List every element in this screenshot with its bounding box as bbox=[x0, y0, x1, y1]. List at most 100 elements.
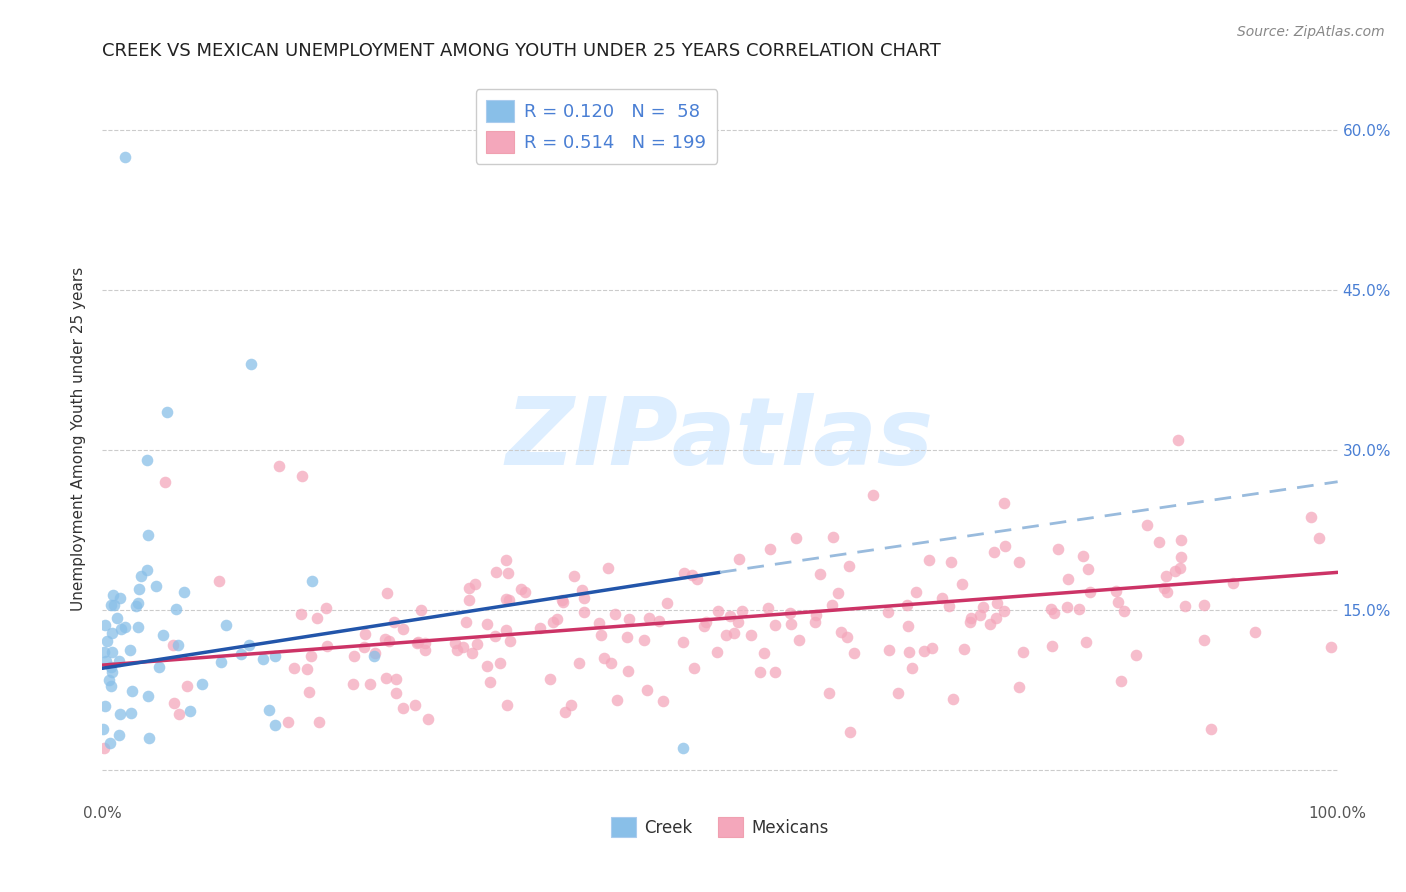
Point bbox=[1080, 584, 1102, 599]
Point bbox=[1149, 534, 1171, 549]
Point bbox=[451, 640, 474, 654]
Point bbox=[616, 630, 638, 644]
Point bbox=[305, 610, 328, 624]
Y-axis label: Unemployment Among Youth under 25 years: Unemployment Among Youth under 25 years bbox=[72, 267, 86, 611]
Point bbox=[479, 675, 502, 690]
Point bbox=[264, 718, 287, 732]
Point bbox=[983, 545, 1005, 559]
Point bbox=[617, 612, 640, 626]
Point bbox=[554, 705, 576, 719]
Point bbox=[804, 608, 827, 623]
Point bbox=[477, 658, 499, 673]
Point bbox=[103, 588, 125, 602]
Point bbox=[571, 582, 593, 597]
Point bbox=[839, 725, 862, 739]
Point bbox=[633, 633, 655, 648]
Point bbox=[165, 602, 187, 616]
Point bbox=[862, 488, 884, 502]
Point bbox=[167, 638, 190, 652]
Point bbox=[108, 591, 131, 606]
Point bbox=[1244, 625, 1267, 640]
Point bbox=[98, 736, 121, 750]
Point bbox=[101, 626, 124, 640]
Point bbox=[686, 572, 709, 586]
Point bbox=[546, 612, 568, 626]
Point bbox=[568, 656, 591, 670]
Point bbox=[484, 629, 506, 643]
Point bbox=[993, 604, 1015, 618]
Point bbox=[1109, 673, 1132, 688]
Point bbox=[960, 611, 983, 625]
Point bbox=[342, 676, 364, 690]
Point bbox=[830, 624, 852, 639]
Point bbox=[1112, 604, 1135, 618]
Point bbox=[876, 605, 898, 619]
Point bbox=[343, 648, 366, 663]
Point bbox=[756, 601, 779, 615]
Point bbox=[740, 628, 762, 642]
Point bbox=[131, 569, 153, 583]
Point bbox=[827, 585, 849, 599]
Point bbox=[808, 567, 831, 582]
Point bbox=[283, 661, 305, 675]
Point bbox=[363, 648, 385, 663]
Point bbox=[263, 649, 285, 664]
Point bbox=[1174, 599, 1197, 613]
Point bbox=[416, 712, 439, 726]
Point bbox=[485, 565, 508, 579]
Point bbox=[723, 626, 745, 640]
Point bbox=[465, 637, 488, 651]
Point bbox=[693, 619, 716, 633]
Point bbox=[1153, 581, 1175, 595]
Point bbox=[207, 574, 229, 588]
Point bbox=[543, 615, 565, 629]
Point bbox=[754, 646, 776, 660]
Point bbox=[446, 643, 468, 657]
Point bbox=[100, 679, 122, 693]
Point bbox=[758, 541, 780, 556]
Point bbox=[804, 615, 827, 629]
Point bbox=[905, 585, 928, 599]
Point bbox=[606, 692, 628, 706]
Point bbox=[950, 577, 973, 591]
Point bbox=[986, 596, 1008, 610]
Point bbox=[156, 405, 179, 419]
Point bbox=[100, 598, 122, 612]
Text: CREEK VS MEXICAN UNEMPLOYMENT AMONG YOUTH UNDER 25 YEARS CORRELATION CHART: CREEK VS MEXICAN UNEMPLOYMENT AMONG YOUT… bbox=[103, 42, 941, 60]
Point bbox=[94, 699, 117, 714]
Point bbox=[727, 552, 749, 566]
Point bbox=[842, 646, 865, 660]
Point bbox=[1170, 533, 1192, 548]
Point bbox=[707, 604, 730, 618]
Point bbox=[103, 599, 125, 613]
Point bbox=[953, 642, 976, 657]
Point bbox=[918, 553, 941, 567]
Point bbox=[162, 638, 184, 652]
Point bbox=[406, 636, 429, 650]
Point bbox=[120, 643, 142, 657]
Point bbox=[1167, 433, 1189, 447]
Point bbox=[136, 689, 159, 703]
Point bbox=[413, 636, 436, 650]
Point bbox=[93, 618, 115, 632]
Point bbox=[97, 673, 120, 687]
Point bbox=[837, 630, 859, 644]
Point bbox=[209, 655, 232, 669]
Point bbox=[176, 680, 198, 694]
Point bbox=[136, 453, 159, 467]
Point bbox=[385, 672, 408, 686]
Point bbox=[897, 645, 920, 659]
Point bbox=[101, 665, 124, 679]
Point bbox=[562, 569, 585, 583]
Point bbox=[599, 656, 621, 670]
Point bbox=[93, 741, 115, 756]
Point bbox=[1156, 568, 1178, 582]
Point bbox=[979, 617, 1001, 632]
Point bbox=[877, 643, 900, 657]
Point bbox=[921, 640, 943, 655]
Point bbox=[100, 660, 122, 674]
Point bbox=[706, 645, 728, 659]
Point bbox=[153, 475, 176, 489]
Point bbox=[94, 654, 117, 668]
Point bbox=[821, 598, 844, 612]
